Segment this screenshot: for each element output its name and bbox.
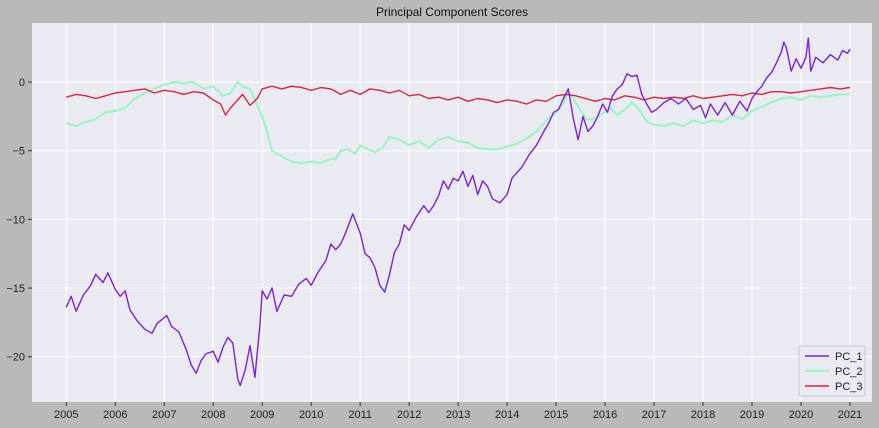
plot-area xyxy=(32,23,872,402)
series-line-pc-1 xyxy=(65,37,851,387)
x-tick-label: 2016 xyxy=(593,409,617,421)
x-tick-label: 2013 xyxy=(446,409,470,421)
y-tick-label: −20 xyxy=(6,352,25,364)
y-tick-label: −10 xyxy=(6,214,25,226)
gridlines xyxy=(32,23,872,402)
x-tick-label: 2018 xyxy=(691,409,715,421)
x-tick-label: 2009 xyxy=(250,409,274,421)
y-tick-label: −5 xyxy=(12,146,25,158)
chart-title: Principal Component Scores xyxy=(376,5,528,19)
y-tick-label: −15 xyxy=(6,283,25,295)
x-tick-label: 2006 xyxy=(103,409,127,421)
legend: PC_1 PC_2 PC_3 xyxy=(798,345,866,397)
x-tick-label: 2019 xyxy=(740,409,764,421)
legend-label-pc-2: PC_2 xyxy=(835,366,863,378)
x-tick-label: 2014 xyxy=(495,409,519,421)
x-tick-label: 2015 xyxy=(544,409,568,421)
x-tick-label: 2010 xyxy=(299,409,323,421)
legend-label-pc-1: PC_1 xyxy=(835,351,863,363)
series-lines xyxy=(65,37,851,387)
legend-box xyxy=(798,345,866,397)
series-line-pc-2 xyxy=(65,80,850,165)
legend-label-pc-3: PC_3 xyxy=(835,381,863,393)
x-axis-ticks: 2005 2006 2007 2008 2009 2010 2011 2012 2013 2014… xyxy=(54,402,862,421)
x-tick-label: 2011 xyxy=(348,409,372,421)
x-tick-label: 2005 xyxy=(54,409,78,421)
x-tick-label: 2007 xyxy=(152,409,176,421)
x-tick-label: 2008 xyxy=(201,409,225,421)
x-tick-label: 2020 xyxy=(789,409,813,421)
series-line-pc-3 xyxy=(66,85,851,116)
y-axis-ticks: 0 −5 −10 −15 −20 xyxy=(6,77,32,364)
x-tick-label: 2012 xyxy=(397,409,421,421)
x-tick-label: 2021 xyxy=(838,409,862,421)
x-tick-label: 2017 xyxy=(642,409,666,421)
y-tick-label: 0 xyxy=(19,77,25,89)
